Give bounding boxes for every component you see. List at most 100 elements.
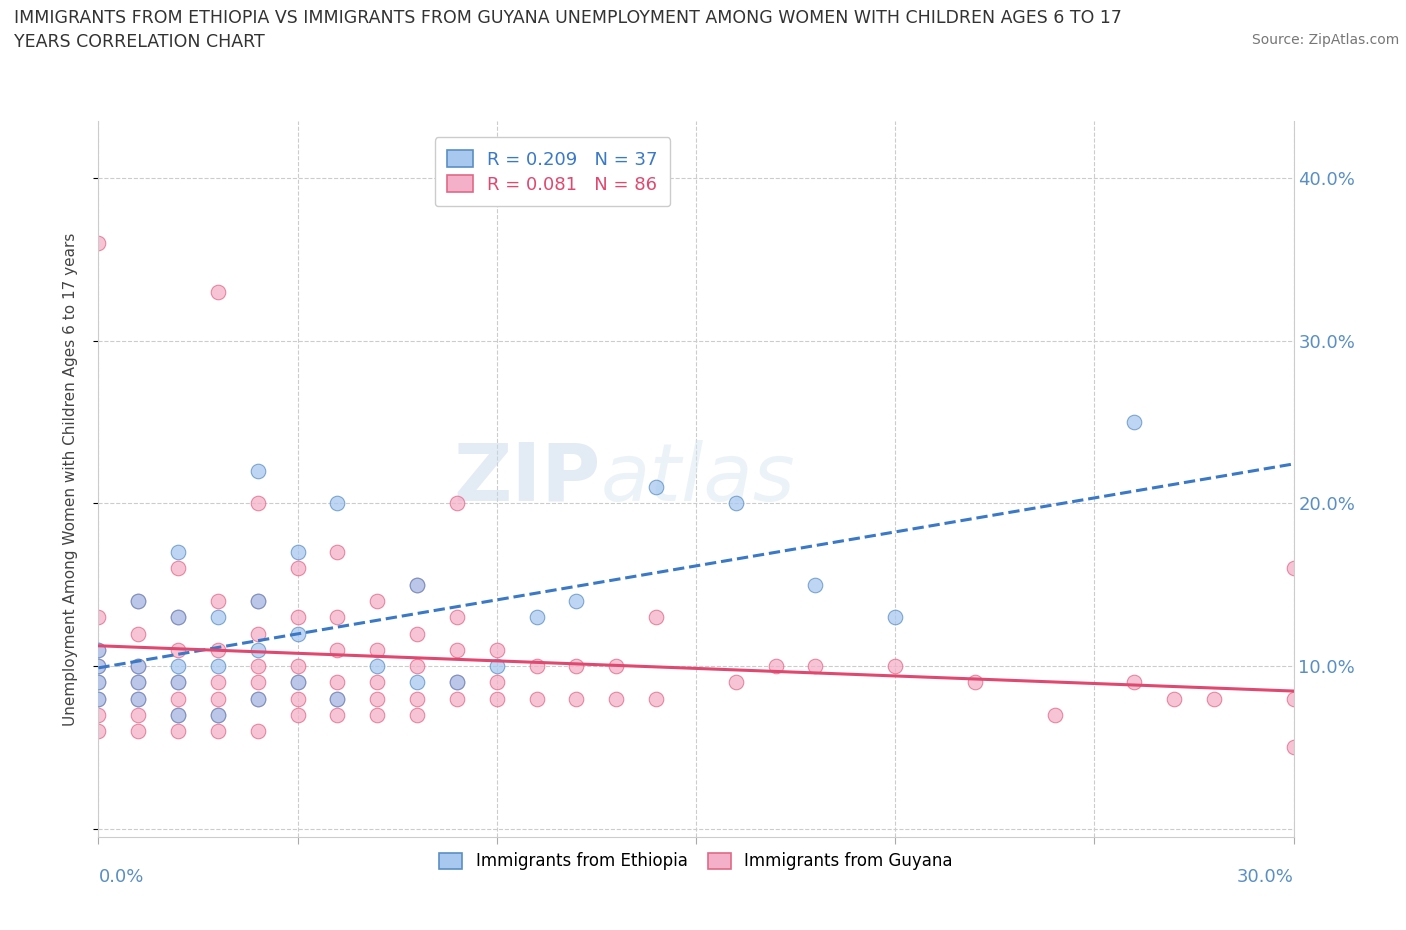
Point [246,643,269,658]
Point [246,658,269,673]
Point [127,724,149,738]
Point [565,658,588,673]
Point [366,593,388,608]
Point [167,561,190,576]
Point [127,593,149,608]
Point [207,610,229,625]
Point [366,658,388,673]
Point [287,561,309,576]
Point [246,691,269,706]
Point [127,658,149,673]
Point [207,691,229,706]
Point [406,658,429,673]
Point [207,643,229,658]
Point [207,658,229,673]
Point [246,593,269,608]
Point [765,658,787,673]
Point [804,578,827,592]
Point [645,480,668,495]
Point [87,724,110,738]
Point [167,658,190,673]
Text: ZIP: ZIP [453,440,600,518]
Point [287,610,309,625]
Point [446,643,468,658]
Point [246,463,269,478]
Point [366,708,388,723]
Point [326,610,349,625]
Point [1282,561,1305,576]
Point [406,691,429,706]
Point [246,593,269,608]
Point [207,285,229,299]
Point [167,708,190,723]
Point [87,643,110,658]
Point [127,658,149,673]
Point [446,675,468,690]
Point [326,708,349,723]
Legend: Immigrants from Ethiopia, Immigrants from Guyana: Immigrants from Ethiopia, Immigrants fro… [430,844,962,879]
Point [246,675,269,690]
Point [287,675,309,690]
Point [1282,691,1305,706]
Point [406,626,429,641]
Point [127,691,149,706]
Point [127,675,149,690]
Point [87,675,110,690]
Point [287,626,309,641]
Point [526,610,548,625]
Point [446,675,468,690]
Point [167,724,190,738]
Point [246,626,269,641]
Point [406,708,429,723]
Point [366,643,388,658]
Point [526,691,548,706]
Point [167,610,190,625]
Point [446,610,468,625]
Point [87,675,110,690]
Point [366,675,388,690]
Point [804,658,827,673]
Point [167,675,190,690]
Point [605,658,627,673]
Point [406,675,429,690]
Text: 30.0%: 30.0% [1237,868,1294,885]
Point [127,626,149,641]
Y-axis label: Unemployment Among Women with Children Ages 6 to 17 years: Unemployment Among Women with Children A… [63,232,77,725]
Point [565,691,588,706]
Text: atlas: atlas [600,440,796,518]
Point [87,658,110,673]
Point [246,691,269,706]
Point [406,578,429,592]
Text: 0.0%: 0.0% [98,868,143,885]
Point [87,235,110,250]
Point [167,643,190,658]
Point [287,708,309,723]
Point [167,675,190,690]
Point [127,708,149,723]
Point [167,610,190,625]
Point [207,708,229,723]
Point [87,691,110,706]
Point [87,691,110,706]
Point [605,691,627,706]
Point [446,691,468,706]
Point [246,724,269,738]
Point [127,675,149,690]
Point [207,724,229,738]
Point [167,545,190,560]
Point [287,658,309,673]
Point [406,578,429,592]
Point [326,691,349,706]
Point [167,708,190,723]
Point [1282,740,1305,755]
Point [1202,691,1225,706]
Point [207,593,229,608]
Point [87,643,110,658]
Point [963,675,986,690]
Point [724,496,747,511]
Point [485,691,508,706]
Point [485,675,508,690]
Point [485,658,508,673]
Point [87,658,110,673]
Point [724,675,747,690]
